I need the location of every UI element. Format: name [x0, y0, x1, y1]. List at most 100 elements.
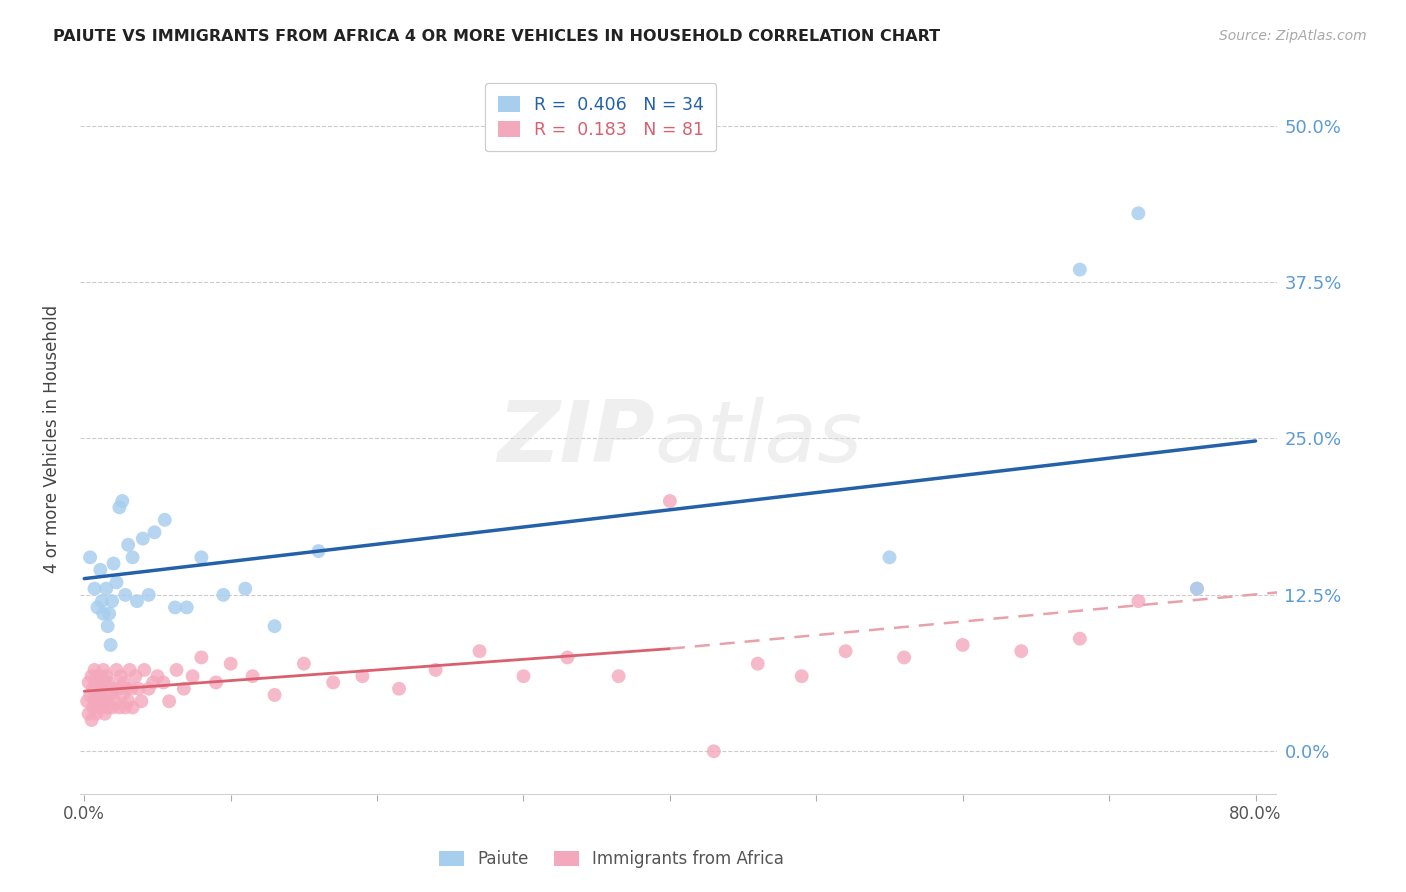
Point [115, 681, 138, 696]
Point [90, 681, 112, 696]
Point [111, 688, 134, 702]
Point [108, 500, 131, 515]
Point [263, 619, 285, 633]
Point [94, 706, 117, 721]
Point [1069, 262, 1091, 277]
Point [879, 550, 901, 565]
Text: Source: ZipAtlas.com: Source: ZipAtlas.com [1219, 29, 1367, 43]
Point [703, 744, 725, 758]
Point [747, 657, 769, 671]
Point [157, 694, 180, 708]
Text: PAIUTE VS IMMIGRANTS FROM AFRICA 4 OR MORE VEHICLES IN HOUSEHOLD CORRELATION CHA: PAIUTE VS IMMIGRANTS FROM AFRICA 4 OR MO… [53, 29, 941, 44]
Point [121, 550, 143, 565]
Point [127, 681, 149, 696]
Point [176, 600, 198, 615]
Point [1185, 582, 1208, 596]
Point [82, 700, 104, 714]
Point [77, 706, 100, 721]
Point [166, 663, 188, 677]
Point [138, 681, 160, 696]
Point [190, 550, 212, 565]
Point [125, 594, 148, 608]
Point [90, 700, 112, 714]
Point [834, 644, 856, 658]
Y-axis label: 4 or more Vehicles in Household: 4 or more Vehicles in Household [44, 304, 60, 573]
Point [790, 669, 813, 683]
Point [131, 694, 153, 708]
Point [103, 557, 125, 571]
Point [86, 688, 108, 702]
Point [86, 600, 108, 615]
Point [893, 650, 915, 665]
Point [104, 694, 127, 708]
Point [146, 669, 169, 683]
Point [97, 700, 120, 714]
Point [607, 669, 630, 683]
Point [84, 706, 107, 721]
Point [181, 669, 204, 683]
Point [101, 700, 124, 714]
Point [120, 681, 142, 696]
Point [89, 688, 111, 702]
Point [91, 694, 114, 708]
Point [1185, 582, 1208, 596]
Point [80, 713, 103, 727]
Point [100, 688, 122, 702]
Point [242, 669, 264, 683]
Point [77, 675, 100, 690]
Point [173, 681, 195, 696]
Point [89, 669, 111, 683]
Point [388, 681, 411, 696]
Point [292, 657, 315, 671]
Point [84, 675, 107, 690]
Point [107, 681, 129, 696]
Point [90, 594, 112, 608]
Point [153, 513, 176, 527]
Legend: Paiute, Immigrants from Africa: Paiute, Immigrants from Africa [433, 844, 790, 875]
Point [124, 669, 146, 683]
Point [101, 594, 124, 608]
Point [152, 675, 174, 690]
Point [142, 675, 165, 690]
Point [91, 607, 114, 621]
Point [79, 688, 101, 702]
Point [76, 694, 98, 708]
Point [98, 607, 121, 621]
Point [112, 675, 135, 690]
Point [425, 663, 447, 677]
Point [117, 694, 139, 708]
Point [105, 575, 128, 590]
Point [212, 588, 235, 602]
Point [98, 675, 121, 690]
Point [87, 700, 110, 714]
Point [105, 663, 128, 677]
Point [233, 582, 256, 596]
Point [322, 675, 344, 690]
Point [557, 650, 579, 665]
Point [219, 657, 242, 671]
Point [86, 669, 108, 683]
Point [114, 700, 136, 714]
Point [263, 688, 285, 702]
Point [205, 675, 228, 690]
Point [352, 669, 374, 683]
Point [114, 588, 136, 602]
Point [83, 582, 105, 596]
Point [83, 663, 105, 677]
Point [1069, 632, 1091, 646]
Point [308, 544, 330, 558]
Point [91, 663, 114, 677]
Point [94, 675, 117, 690]
Point [512, 669, 534, 683]
Point [190, 650, 212, 665]
Point [1010, 644, 1032, 658]
Point [87, 675, 110, 690]
Point [82, 681, 104, 696]
Point [1128, 206, 1150, 220]
Legend: R =  0.406   N = 34, R =  0.183   N = 81: R = 0.406 N = 34, R = 0.183 N = 81 [485, 84, 716, 151]
Point [163, 600, 186, 615]
Point [132, 532, 155, 546]
Point [80, 669, 103, 683]
Text: atlas: atlas [655, 397, 863, 480]
Point [1128, 594, 1150, 608]
